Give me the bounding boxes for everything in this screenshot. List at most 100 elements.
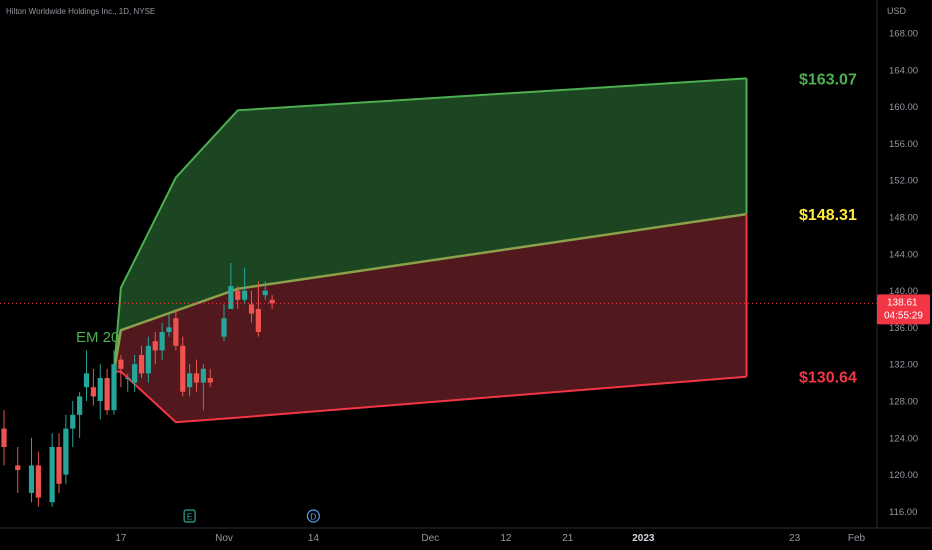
- candle: [200, 364, 206, 411]
- lower-target-label: $130.64: [799, 370, 857, 387]
- candle: [35, 451, 41, 507]
- candle-body: [269, 299, 275, 304]
- candle-body: [262, 290, 268, 296]
- candle-body: [111, 364, 117, 411]
- candle: [15, 447, 21, 493]
- candle-body: [97, 378, 103, 401]
- candle: [49, 433, 55, 507]
- expected-move-zones: [112, 77, 748, 424]
- price-tick-label: 168.00: [889, 29, 918, 40]
- symbol-title: Hilton Worldwide Holdings Inc., 1D, NYSE: [6, 7, 155, 16]
- candle: [90, 368, 96, 406]
- candle: [70, 401, 76, 447]
- event-marker-letter: E: [187, 512, 193, 522]
- candle: [145, 336, 151, 383]
- candle: [221, 304, 227, 342]
- event-markers: EDE: [183, 509, 320, 523]
- candle-body: [70, 414, 76, 429]
- candle: [193, 359, 200, 392]
- em-label: EM 20: [76, 329, 119, 346]
- candle-body: [77, 396, 83, 415]
- candle: [173, 309, 179, 351]
- candle: [77, 391, 83, 438]
- candle: [255, 281, 261, 337]
- current-price-value: 138.61: [887, 297, 918, 308]
- price-tick-label: 132.00: [889, 360, 918, 371]
- current-price-tag: 138.61 04:55:29: [877, 294, 930, 325]
- candle-body: [166, 327, 172, 332]
- candle-body: [193, 373, 200, 383]
- lower-zone-fill: [114, 214, 747, 423]
- price-tick-label: 136.00: [889, 323, 918, 334]
- upper-target-label: $163.07: [799, 71, 857, 88]
- candle: [104, 368, 110, 415]
- candle-body: [200, 368, 206, 383]
- candle: [83, 350, 90, 401]
- target-annotations: EM 20 $163.07 $148.31 $130.64: [76, 71, 857, 386]
- candle-body: [118, 359, 124, 369]
- candle-body: [207, 378, 213, 383]
- time-tick-label: 17: [115, 533, 127, 544]
- time-tick-label: 21: [562, 533, 574, 544]
- price-tick-label: 140.00: [889, 286, 918, 297]
- dividend-marker-ring: [306, 509, 320, 523]
- price-tick-label: 160.00: [889, 102, 918, 113]
- candle: [180, 336, 186, 397]
- candle-body: [159, 332, 165, 351]
- earnings-marker-box: [183, 509, 196, 523]
- event-marker-d[interactable]: D: [306, 509, 320, 523]
- candle: [118, 355, 124, 388]
- candle: [228, 263, 234, 309]
- candle: [63, 414, 69, 484]
- candle: [138, 345, 145, 378]
- event-marker-letter: D: [310, 512, 316, 522]
- candle-body: [145, 345, 151, 374]
- price-axis-unit: USD: [887, 6, 907, 16]
- price-tick-label: 128.00: [889, 397, 918, 408]
- candle: [97, 364, 103, 420]
- candle: [166, 313, 172, 337]
- bar-countdown: 04:55:29: [884, 310, 923, 321]
- lower-bound-line: [114, 370, 747, 424]
- candle: [262, 281, 268, 300]
- candle-body: [49, 447, 55, 503]
- candle: [56, 433, 62, 493]
- candle: [248, 290, 255, 323]
- candle: [152, 332, 158, 365]
- price-tick-label: 148.00: [889, 213, 918, 224]
- candle-body: [152, 341, 158, 351]
- price-tick-label: 156.00: [889, 139, 918, 150]
- candle-body: [228, 286, 234, 309]
- candle-body: [235, 290, 241, 300]
- candle-body: [180, 345, 186, 392]
- candle-body: [1, 428, 7, 447]
- candlestick-series: [1, 263, 275, 507]
- price-tick-label: 116.00: [889, 507, 917, 518]
- price-axis[interactable]: USD 168.00 164.00 160.00 156.00 152.00 148.00…: [876, 0, 918, 528]
- candle: [132, 355, 138, 392]
- upper-zone-fill: [114, 78, 747, 372]
- upper-bound-line: [113, 77, 747, 372]
- candle: [187, 364, 193, 397]
- candle-body: [35, 465, 41, 498]
- candle-body: [242, 290, 248, 300]
- candle-body: [187, 373, 193, 388]
- candle-body: [56, 447, 62, 484]
- candle-body: [173, 318, 179, 346]
- candle: [159, 322, 165, 360]
- candle-body: [125, 378, 131, 379]
- candle: [28, 437, 35, 503]
- candle-body: [90, 387, 96, 397]
- time-axis[interactable]: 17Nov14Dec1221202323Feb13Mar: [0, 527, 932, 544]
- price-tick-label: 120.00: [889, 470, 918, 481]
- time-tick-label: Nov: [215, 533, 233, 544]
- candle-body: [28, 465, 35, 493]
- time-tick-label: 14: [308, 533, 320, 544]
- candle-body: [255, 309, 261, 332]
- candle-body: [63, 428, 69, 475]
- event-marker-e[interactable]: E: [183, 509, 196, 523]
- time-tick-label: Feb: [848, 533, 866, 544]
- time-tick-label: 12: [500, 533, 512, 544]
- time-tick-label: Dec: [421, 533, 439, 544]
